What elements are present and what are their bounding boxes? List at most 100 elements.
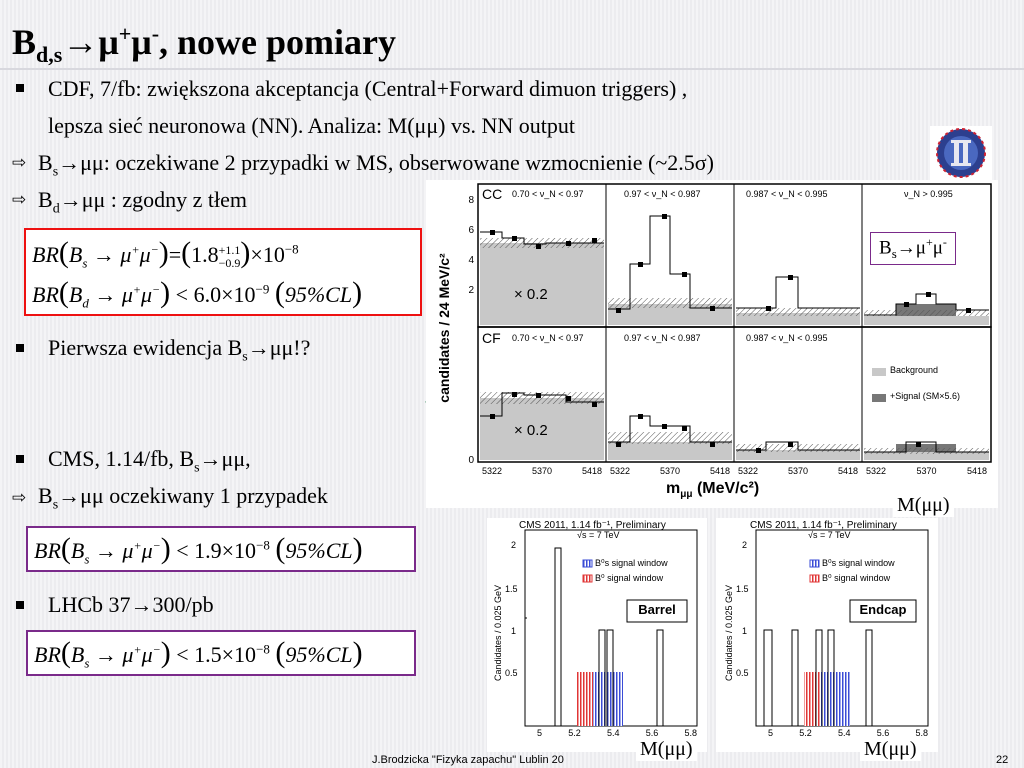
cms-endcap-legend-bs: B⁰s signal window: [822, 558, 895, 568]
cmse-pre: B: [38, 483, 53, 508]
xtick: 5418: [581, 466, 602, 476]
ytick: 2: [468, 285, 474, 296]
xtick: 5418: [966, 466, 987, 476]
xtick: 5.6: [645, 728, 659, 738]
cdf-xticks: 5322 5370 5418: [478, 466, 606, 476]
cdf-ytick-zero: 0: [468, 455, 474, 466]
cms-endcap-ytick: 1.5: [736, 584, 749, 594]
bsl-sup1: +: [925, 235, 933, 249]
cdf-xticks: 5322 5370 5418: [606, 466, 734, 476]
ytick: 6: [468, 225, 474, 236]
cms-barrel-legend-bs: B⁰s signal window: [595, 558, 668, 568]
lhcb-value: 1.5: [194, 642, 222, 667]
cdf-formula-box: BR(Bs → μ+μ−)=(1.8+1.1 −0.9)×10−8 BR(Bd →…: [24, 228, 422, 316]
mmu-label-cms-right: M(μμ): [860, 738, 921, 761]
title-sub: d,s: [36, 42, 63, 68]
xtick: 5.2: [799, 728, 812, 738]
bullet-square-icon: [16, 84, 24, 92]
legend-signal: +Signal (SM×5.6): [890, 391, 961, 401]
bd-rest: →μμ : zgodny z tłem: [59, 187, 248, 212]
bullet-bs-expected: Bs→μμ: oczekiwane 2 przypadki w MS, obse…: [38, 148, 714, 187]
xtick: 5.8: [915, 728, 928, 738]
slide-title: Bd,s→μ+μ-, nowe pomiary: [12, 12, 396, 77]
formula-bs-lhcb: BR(Bs → μ+μ−) < 1.5×10−8 (95%CL): [34, 636, 363, 671]
bd-b: B: [38, 187, 53, 212]
footer-author: J.Brodzicka "Fizyka zapachu" Lublin 20: [372, 754, 564, 766]
bsl-sub: s: [891, 246, 897, 262]
cms-barrel-header: CMS 2011, 1.14 fb⁻¹, Preliminary: [519, 520, 666, 531]
cms-barrel-plot: CMS 2011, 1.14 fb⁻¹, Preliminary √s = 7 …: [487, 518, 707, 752]
bullet-square-icon: [16, 455, 24, 463]
xlabel-m: m: [666, 480, 681, 497]
bs-signal-label: Bs→μ+μ-: [870, 232, 956, 266]
cms-endcap-plot: CMS 2011, 1.14 fb⁻¹, Preliminary √s = 7 …: [716, 518, 938, 752]
nn-bin-label: 0.987 < ν_N < 0.995: [746, 333, 828, 343]
page-number: 22: [996, 754, 1009, 766]
cdf-xticks: 5322 5370 5418: [862, 466, 991, 476]
hollow-arrow-icon: ⇨: [12, 153, 27, 173]
cms-endcap-energy: √s = 7 TeV: [808, 530, 851, 540]
bsl-mu: μ: [932, 237, 943, 259]
lhcb-exp: −8: [256, 641, 270, 657]
cms-endcap-header: CMS 2011, 1.14 fb⁻¹, Preliminary: [750, 520, 897, 531]
fe-sub: s: [242, 349, 248, 365]
cdf-logo-icon: [930, 126, 992, 180]
xtick: 5: [768, 728, 774, 738]
xtick: 5.2: [568, 728, 581, 738]
mmu-label-cms-left: M(μμ): [636, 738, 697, 761]
cms-rest: →μμ,: [199, 446, 251, 471]
hollow-arrow-icon: ⇨: [12, 190, 27, 210]
legend-bg-swatch: [872, 368, 886, 376]
cms-barrel-energy: √s = 7 TeV: [577, 530, 620, 540]
bs-sub: s: [52, 164, 59, 180]
hollow-arrow-icon: ⇨: [12, 488, 27, 508]
bs-b: B: [38, 150, 53, 175]
fe-pre: Pierwsza ewidencja B: [48, 335, 243, 360]
xtick: 5322: [866, 466, 887, 476]
title-rest: , nowe pomiary: [159, 22, 397, 62]
cdf-bs-down: −0.9: [218, 255, 241, 270]
cdf-scale-note-cf: × 0.2: [514, 422, 548, 439]
cms-formula-box: BR(Bs → μ+μ−) < 1.9×10−8 (95%CL): [26, 526, 416, 572]
xtick: 5.6: [876, 728, 890, 738]
mmu-label-cdf: M(μμ): [893, 494, 954, 517]
xtick: 5322: [482, 466, 503, 476]
cms-pre: CMS, 1.14/fb, B: [48, 446, 195, 471]
cms-barrel-svg: [524, 529, 698, 727]
cms-value: 1.9: [194, 538, 222, 563]
cdf-row-cc: CC: [482, 186, 503, 202]
xtick: 5322: [610, 466, 631, 476]
bs-rest: →μμ: oczekiwane 2 przypadki w MS, obserw…: [58, 150, 714, 175]
cdf-yticks-cc: 8 6 4 2: [460, 194, 474, 298]
formula-bs-cms: BR(Bs → μ+μ−) < 1.9×10−8 (95%CL): [34, 532, 363, 567]
bullet-square-icon: [16, 601, 24, 609]
cms-endcap-ytick: 1: [742, 626, 748, 636]
cms-endcap-region: Endcap: [859, 602, 907, 617]
cms-sub: s: [194, 460, 200, 476]
legend-signal-swatch: [872, 394, 886, 402]
cms-endcap-ytick: 2: [742, 540, 748, 550]
cdf-ylabel: candidates / 24 MeV/c²: [436, 253, 452, 403]
bd-sub: d: [52, 201, 60, 217]
cdf-scale-note-cc: × 0.2: [514, 286, 548, 303]
cms-barrel-ytick: 1: [511, 626, 517, 636]
cms-barrel-ylabel: Candidates / 0.025 GeV: [493, 584, 503, 682]
xtick: 5370: [787, 466, 809, 476]
cms-endcap-ylabel: Candidates / 0.025 GeV: [724, 584, 734, 682]
xlabel-sub: μμ: [680, 489, 693, 501]
xtick: 5.4: [837, 728, 851, 738]
xtick: 5370: [659, 466, 681, 476]
xtick: 5370: [531, 466, 553, 476]
bullet-bd: Bd→μμ : zgodny z tłem: [38, 185, 247, 224]
cms-endcap-ytick: 0.5: [736, 668, 749, 678]
ytick: 4: [468, 255, 474, 266]
cms-exp: −8: [256, 537, 270, 553]
xtick: 5370: [916, 466, 937, 476]
cdf-bd-exp: −9: [255, 281, 270, 297]
cms-barrel-region: Barrel: [638, 602, 676, 617]
title-mu2: μ: [131, 22, 152, 62]
fe-rest: →μμ!?: [247, 335, 311, 360]
cms-barrel-legend-b0: B⁰ signal window: [595, 573, 664, 583]
cms-cl: 95%CL: [285, 538, 353, 563]
